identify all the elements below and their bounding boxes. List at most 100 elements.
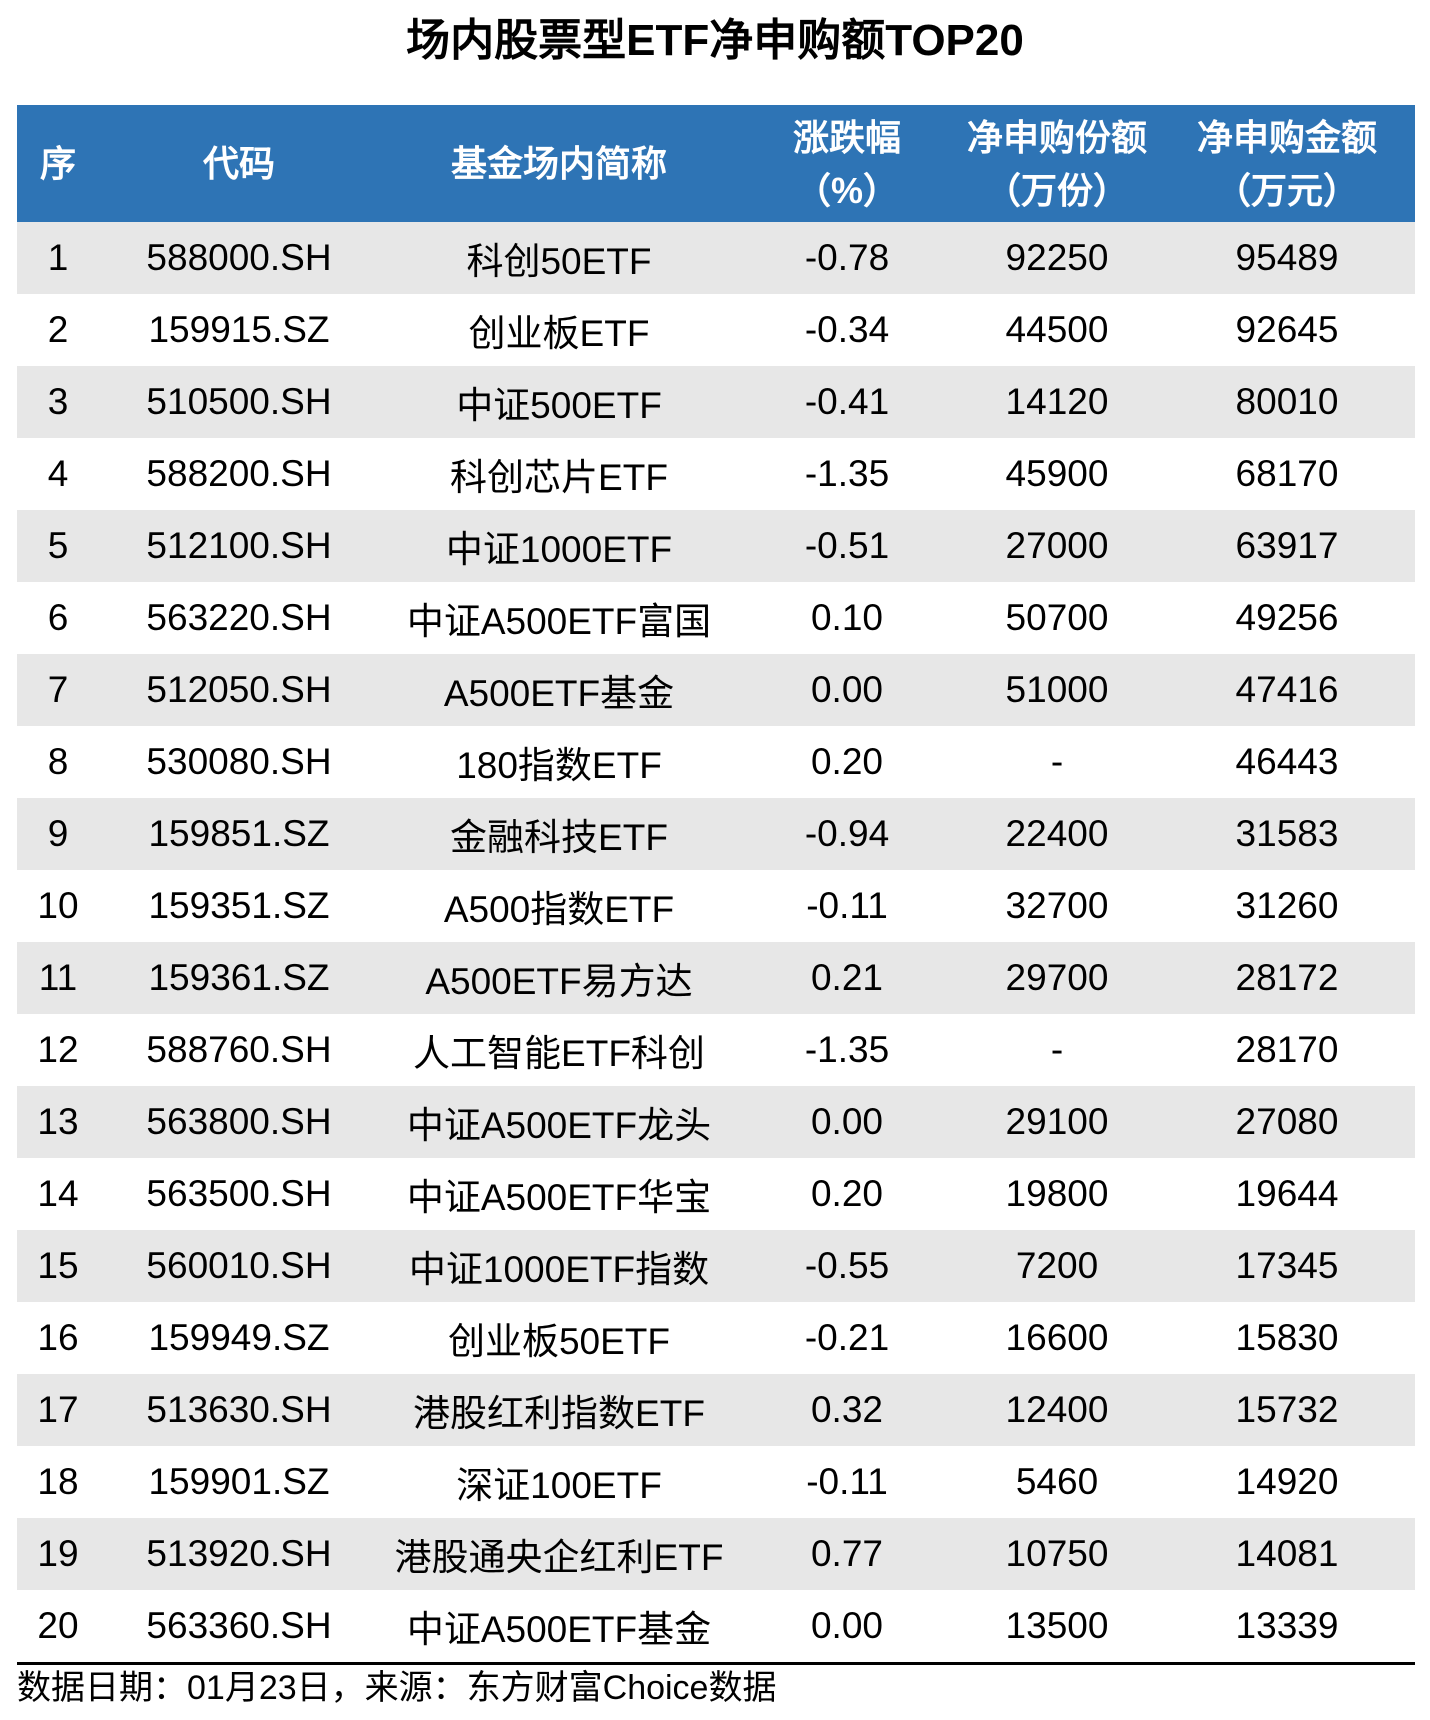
table-row: 9 159851.SZ 金融科技ETF -0.94 22400 31583: [17, 798, 1415, 870]
cell-change: 0.00: [810, 1605, 883, 1646]
cell-net-shares: 19800: [1005, 1173, 1109, 1214]
cell-change: -0.11: [806, 1461, 888, 1502]
cell-code: 159851.SZ: [148, 813, 330, 854]
cell-change: 0.77: [810, 1533, 883, 1574]
cell-change: 0.20: [810, 741, 883, 782]
cell-fund-name: 科创芯片ETF: [450, 457, 668, 498]
cell-seq: 3: [47, 381, 69, 422]
cell-fund-name: 中证A500ETF龙头: [406, 1105, 712, 1146]
table-row: 13 563800.SH 中证A500ETF龙头 0.00 29100 2708…: [17, 1086, 1415, 1158]
cell-fund-name: 创业板ETF: [468, 313, 650, 354]
cell-net-amount: 31583: [1235, 813, 1339, 854]
cell-net-amount: 95489: [1235, 237, 1339, 278]
cell-seq: 13: [37, 1101, 79, 1142]
cell-fund-name: 科创50ETF: [466, 241, 652, 282]
cell-net-shares: 16600: [1005, 1317, 1109, 1358]
cell-code: 512100.SH: [146, 525, 332, 566]
table-row: 5 512100.SH 中证1000ETF -0.51 27000 63917: [17, 510, 1415, 582]
cell-seq: 1: [47, 237, 69, 278]
cell-net-amount: 31260: [1235, 885, 1339, 926]
table-body: 1 588000.SH 科创50ETF -0.78 92250 95489 2 …: [17, 222, 1415, 1662]
cell-change: -0.78: [804, 237, 890, 278]
cell-seq: 20: [37, 1605, 79, 1646]
cell-seq: 2: [47, 309, 69, 350]
cell-code: 513920.SH: [146, 1533, 332, 1574]
cell-net-amount: 19644: [1235, 1173, 1339, 1214]
table-row: 14 563500.SH 中证A500ETF华宝 0.20 19800 1964…: [17, 1158, 1415, 1230]
cell-code: 510500.SH: [146, 381, 332, 422]
cell-seq: 9: [47, 813, 69, 854]
cell-fund-name: 中证A500ETF基金: [406, 1609, 712, 1650]
cell-fund-name: 中证500ETF: [456, 385, 662, 426]
cell-code: 159915.SZ: [148, 309, 330, 350]
cell-net-amount: 28172: [1235, 957, 1339, 998]
table-row: 7 512050.SH A500ETF基金 0.00 51000 47416: [17, 654, 1415, 726]
cell-net-shares: 92250: [1005, 237, 1109, 278]
cell-seq: 15: [37, 1245, 79, 1286]
cell-net-shares: 5460: [1015, 1461, 1099, 1502]
cell-code: 563800.SH: [146, 1101, 332, 1142]
cell-fund-name: 中证1000ETF: [445, 529, 673, 570]
cell-fund-name: 中证1000ETF指数: [408, 1249, 710, 1290]
cell-fund-name: 人工智能ETF科创: [413, 1033, 705, 1074]
cell-change: 0.10: [810, 597, 883, 638]
cell-net-amount: 13339: [1235, 1605, 1339, 1646]
footer-note: 数据日期：01月23日，来源：东方财富Choice数据: [17, 1669, 777, 1707]
cell-fund-name: 深证100ETF: [456, 1465, 662, 1506]
cell-code: 563220.SH: [146, 597, 332, 638]
cell-change: -0.34: [804, 309, 890, 350]
cell-code: 513630.SH: [146, 1389, 332, 1430]
cell-seq: 7: [47, 669, 69, 710]
cell-seq: 6: [47, 597, 69, 638]
cell-net-amount: 27080: [1235, 1101, 1339, 1142]
cell-change: -0.51: [804, 525, 890, 566]
table-header: 序 代码 基金场内简称 涨跌幅 （%） 净申购份额 （万份） 净申购金额: [17, 105, 1415, 222]
cell-change: -0.55: [804, 1245, 890, 1286]
table-row: 11 159361.SZ A500ETF易方达 0.21 29700 28172: [17, 942, 1415, 1014]
cell-change: 0.20: [810, 1173, 883, 1214]
cell-seq: 4: [47, 453, 69, 494]
table-row: 8 530080.SH 180指数ETF 0.20 - 46443: [17, 726, 1415, 798]
etf-table: 序 代码 基金场内简称 涨跌幅 （%） 净申购份额 （万份） 净申购金额: [17, 105, 1415, 1662]
header-net-amount-label-line2: （万元）: [1214, 169, 1359, 211]
cell-fund-name: 港股红利指数ETF: [413, 1393, 705, 1434]
cell-code: 563360.SH: [146, 1605, 332, 1646]
cell-net-amount: 15830: [1235, 1317, 1339, 1358]
cell-net-shares: 22400: [1005, 813, 1109, 854]
cell-net-amount: 49256: [1235, 597, 1339, 638]
header-net-amount-label-line1: 净申购金额: [1196, 116, 1377, 158]
cell-net-shares: 29100: [1005, 1101, 1109, 1142]
cell-code: 588200.SH: [146, 453, 332, 494]
cell-seq: 16: [37, 1317, 79, 1358]
table-row: 4 588200.SH 科创芯片ETF -1.35 45900 68170: [17, 438, 1415, 510]
cell-net-amount: 80010: [1235, 381, 1339, 422]
header-net-shares-label-line1: 净申购份额: [966, 116, 1147, 158]
cell-net-amount: 28170: [1235, 1029, 1339, 1070]
page-title: 场内股票型ETF净申购额TOP20: [406, 16, 1024, 65]
cell-fund-name: 创业板50ETF: [447, 1321, 671, 1362]
cell-code: 512050.SH: [146, 669, 332, 710]
table-row: 12 588760.SH 人工智能ETF科创 -1.35 - 28170: [17, 1014, 1415, 1086]
cell-net-shares: 27000: [1005, 525, 1109, 566]
header-change-label-line2: （%）: [794, 169, 899, 211]
header-net-shares: 净申购份额 （万份）: [955, 105, 1159, 222]
cell-fund-name: A500ETF基金: [443, 673, 675, 714]
table-row: 19 513920.SH 港股通央企红利ETF 0.77 10750 14081: [17, 1518, 1415, 1590]
cell-seq: 8: [47, 741, 69, 782]
cell-code: 159901.SZ: [148, 1461, 330, 1502]
header-net-amount: 净申购金额 （万元）: [1159, 105, 1415, 222]
cell-net-shares: 51000: [1005, 669, 1109, 710]
cell-net-shares: 13500: [1005, 1605, 1109, 1646]
cell-seq: 14: [37, 1173, 79, 1214]
table-row: 16 159949.SZ 创业板50ETF -0.21 16600 15830: [17, 1302, 1415, 1374]
cell-seq: 17: [37, 1389, 79, 1430]
cell-net-shares: 7200: [1015, 1245, 1099, 1286]
cell-net-shares: 45900: [1005, 453, 1109, 494]
cell-code: 588000.SH: [146, 237, 332, 278]
cell-net-shares: 44500: [1005, 309, 1109, 350]
cell-fund-name: 金融科技ETF: [450, 817, 668, 858]
cell-net-shares: -: [1050, 1029, 1064, 1070]
footer-divider: [17, 1662, 1415, 1665]
table-row: 6 563220.SH 中证A500ETF富国 0.10 50700 49256: [17, 582, 1415, 654]
